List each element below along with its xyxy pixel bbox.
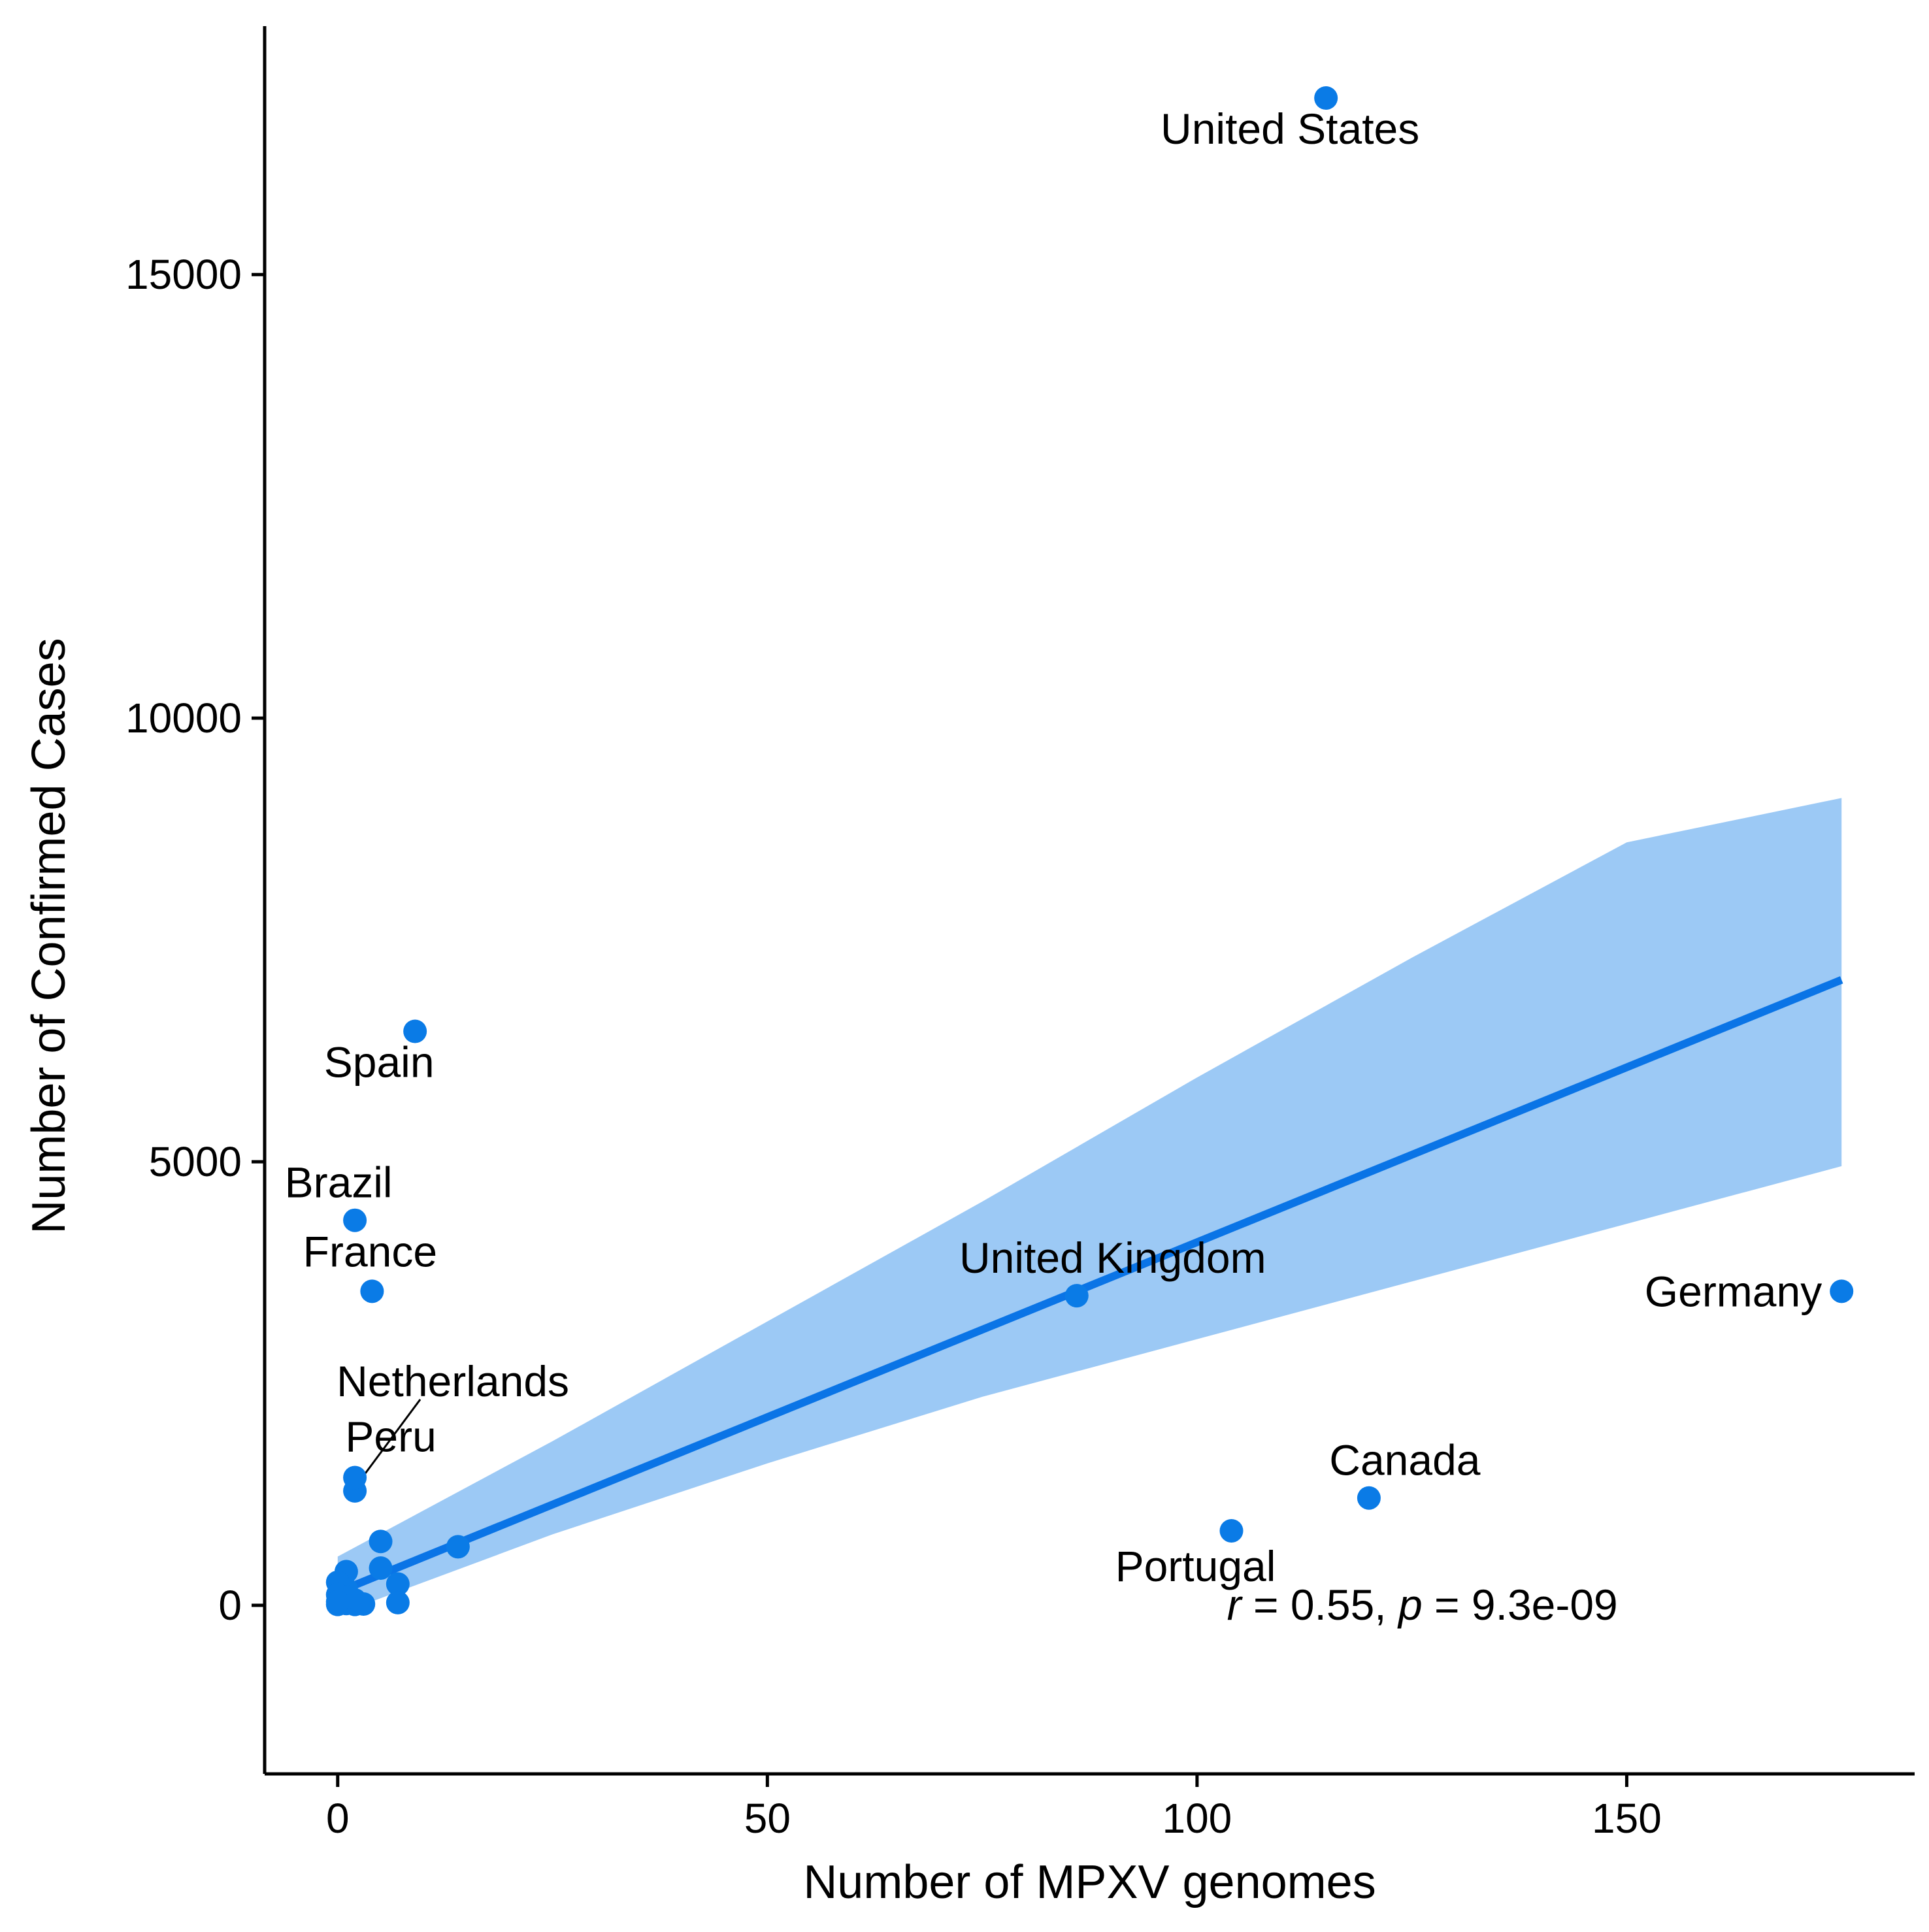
data-point	[446, 1535, 470, 1559]
data-point	[386, 1590, 410, 1614]
point-label-spain: Spain	[324, 1038, 435, 1086]
data-point-portugal	[1219, 1518, 1244, 1543]
point-label-united-kingdom: United Kingdom	[959, 1234, 1266, 1282]
y-axis-title: Number of Confirmed Cases	[23, 638, 75, 1234]
correlation-annotation: r = 0.55, p = 9.3e-09	[1227, 1580, 1618, 1629]
data-point-germany	[1830, 1279, 1854, 1303]
y-tick-label: 15000	[125, 251, 242, 298]
data-point	[386, 1572, 410, 1596]
point-label-peru: Peru	[345, 1412, 436, 1460]
y-tick-label: 0	[218, 1582, 242, 1629]
data-point-layer	[325, 86, 1854, 1616]
data-point	[369, 1530, 393, 1554]
data-point	[369, 1556, 393, 1580]
data-point-peru	[343, 1465, 367, 1490]
regression-line-layer	[336, 976, 1843, 1596]
y-tick-label: 10000	[125, 695, 242, 742]
data-point-france	[360, 1279, 384, 1303]
leader-line-layer	[355, 1398, 421, 1486]
r-symbol: r	[1227, 1580, 1244, 1629]
point-label-canada: Canada	[1329, 1436, 1480, 1484]
point-label-brazil: Brazil	[285, 1158, 393, 1207]
point-label-france: France	[303, 1227, 437, 1275]
point-label-germany: Germany	[1645, 1267, 1822, 1315]
x-tick-label: 150	[1592, 1795, 1662, 1842]
data-point	[325, 1590, 350, 1614]
data-point-canada	[1357, 1486, 1381, 1510]
x-tick-label: 50	[744, 1795, 791, 1842]
point-label-portugal: Portugal	[1115, 1542, 1276, 1590]
confidence-band	[337, 798, 1842, 1614]
p-value-text: = 9.3e-09	[1423, 1580, 1618, 1629]
r-value-text: = 0.55,	[1242, 1580, 1398, 1629]
x-tick-label: 0	[326, 1795, 350, 1842]
p-symbol: p	[1397, 1580, 1423, 1629]
x-tick-label: 100	[1162, 1795, 1232, 1842]
point-label-netherlands: Netherlands	[337, 1357, 569, 1405]
data-point-united-states	[1314, 86, 1338, 110]
data-point-spain	[403, 1019, 427, 1043]
regression-line	[336, 976, 1843, 1596]
leader-line-netherlands	[355, 1398, 421, 1486]
data-point-united-kingdom	[1064, 1284, 1089, 1308]
y-axis-ticks: 0 5000 10000 15000	[125, 251, 265, 1629]
x-axis-title: Number of MPXV genomes	[803, 1856, 1376, 1908]
y-tick-label: 5000	[149, 1138, 242, 1185]
point-label-layer: United States Spain Brazil France United Kin…	[285, 105, 1822, 1590]
confidence-band-layer	[337, 798, 1842, 1614]
data-point-brazil	[343, 1208, 367, 1232]
point-label-united-states: United States	[1161, 105, 1419, 153]
x-axis-ticks: 0 50 100 150	[326, 1774, 1662, 1842]
